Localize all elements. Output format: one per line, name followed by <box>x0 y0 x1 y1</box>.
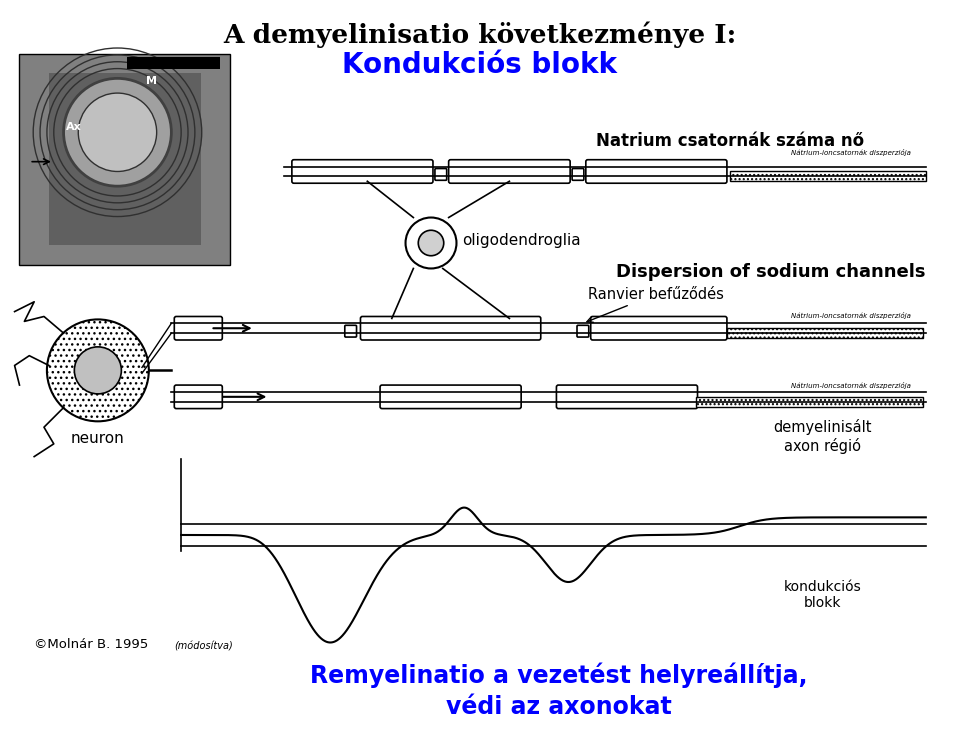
FancyBboxPatch shape <box>586 159 727 183</box>
Text: Kondukciós blokk: Kondukciós blokk <box>343 51 617 79</box>
FancyBboxPatch shape <box>435 169 446 181</box>
FancyBboxPatch shape <box>448 159 570 183</box>
Text: (módosítva): (módosítva) <box>175 642 233 651</box>
Text: Nátrium-ioncsatornák diszperziója: Nátrium-ioncsatornák diszperziója <box>791 382 911 389</box>
Text: Dispersion of sodium channels: Dispersion of sodium channels <box>616 263 925 281</box>
Bar <box>696 397 923 406</box>
Text: A demyelinisatio következménye I:: A demyelinisatio következménye I: <box>224 21 736 48</box>
Circle shape <box>79 93 156 172</box>
Text: demyelinisált
axon régió: demyelinisált axon régió <box>774 420 873 454</box>
Text: Nátrium-ioncsatornák diszperziója: Nátrium-ioncsatornák diszperziója <box>791 149 911 156</box>
FancyBboxPatch shape <box>292 159 433 183</box>
Circle shape <box>47 319 149 421</box>
Text: neuron: neuron <box>71 431 125 446</box>
Bar <box>49 74 201 245</box>
FancyBboxPatch shape <box>590 317 727 340</box>
Text: kondukciós
blokk: kondukciós blokk <box>784 580 862 610</box>
Text: M: M <box>146 76 157 86</box>
Circle shape <box>419 230 444 256</box>
Text: Ax: Ax <box>65 122 82 132</box>
Text: oligodendroglia: oligodendroglia <box>463 232 581 248</box>
Bar <box>128 57 221 69</box>
Text: ©Molnár B. 1995: ©Molnár B. 1995 <box>35 638 149 651</box>
FancyBboxPatch shape <box>557 385 698 409</box>
Text: Nátrium-ioncsatornák diszperziója: Nátrium-ioncsatornák diszperziója <box>791 312 911 319</box>
FancyBboxPatch shape <box>577 325 588 337</box>
FancyBboxPatch shape <box>175 317 223 340</box>
Text: Natrium csatornák száma nő: Natrium csatornák száma nő <box>596 132 864 151</box>
FancyBboxPatch shape <box>380 385 521 409</box>
Bar <box>727 328 923 338</box>
Text: Ranvier befűződés: Ranvier befűződés <box>587 287 724 322</box>
FancyBboxPatch shape <box>175 385 223 409</box>
Bar <box>730 172 925 181</box>
FancyBboxPatch shape <box>360 317 540 340</box>
FancyBboxPatch shape <box>345 325 356 337</box>
Circle shape <box>63 78 171 186</box>
Circle shape <box>74 346 121 394</box>
Circle shape <box>405 218 457 268</box>
Text: Remyelinatio a vezetést helyreállítja,
védi az axonokat: Remyelinatio a vezetést helyreállítja, v… <box>310 662 807 719</box>
Bar <box>19 54 230 265</box>
FancyBboxPatch shape <box>572 169 584 181</box>
